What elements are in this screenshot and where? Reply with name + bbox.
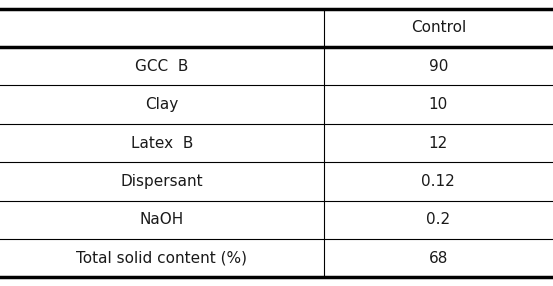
Text: Control: Control [411, 20, 466, 35]
Text: 0.2: 0.2 [426, 212, 450, 227]
Text: Latex  B: Latex B [131, 136, 193, 150]
Text: 10: 10 [429, 97, 448, 112]
Text: NaOH: NaOH [139, 212, 184, 227]
Text: Clay: Clay [145, 97, 179, 112]
Text: GCC  B: GCC B [135, 59, 189, 74]
Text: 0.12: 0.12 [421, 174, 455, 189]
Text: 12: 12 [429, 136, 448, 150]
Text: Total solid content (%): Total solid content (%) [76, 251, 247, 266]
Text: Dispersant: Dispersant [121, 174, 203, 189]
Text: 68: 68 [429, 251, 448, 266]
Text: 90: 90 [429, 59, 448, 74]
